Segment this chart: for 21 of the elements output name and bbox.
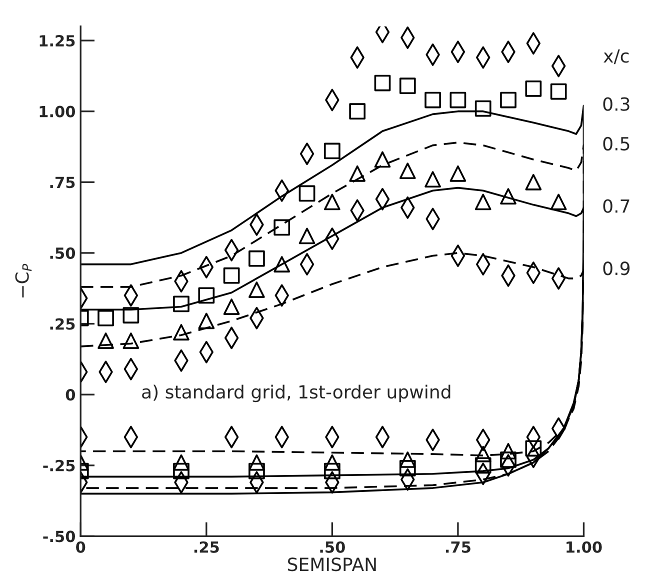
y-tick-label: .25 (50, 318, 75, 330)
y-tick-label: .50 (50, 247, 76, 259)
y-tick-label: 0 (66, 389, 76, 401)
legend-title: x/c (604, 49, 629, 64)
x-tick-label: .25 (194, 541, 219, 553)
series-label: 0.3 (603, 97, 630, 111)
y-axis-title: −C$_{P}$ (15, 264, 32, 298)
y-tick-label: 1.00 (40, 106, 76, 118)
annotation: a) standard grid, 1st-order upwind (142, 384, 450, 402)
y-tick-label: -.50 (43, 530, 76, 542)
series-label: 0.9 (603, 262, 630, 276)
x-tick-label: 1.00 (566, 541, 602, 553)
y-tick-label: -.25 (43, 460, 75, 472)
y-tick-label: 1.25 (40, 34, 75, 47)
x-tick-label: .50 (320, 541, 345, 553)
x-tick-label: .75 (446, 542, 470, 553)
series-label: 0.7 (603, 199, 630, 213)
x-axis-title: SEMISPAN (288, 558, 376, 572)
x-tick-label: 0 (76, 541, 86, 553)
series-label: 0.5 (603, 136, 630, 151)
y-tick-label: .75 (50, 176, 75, 188)
